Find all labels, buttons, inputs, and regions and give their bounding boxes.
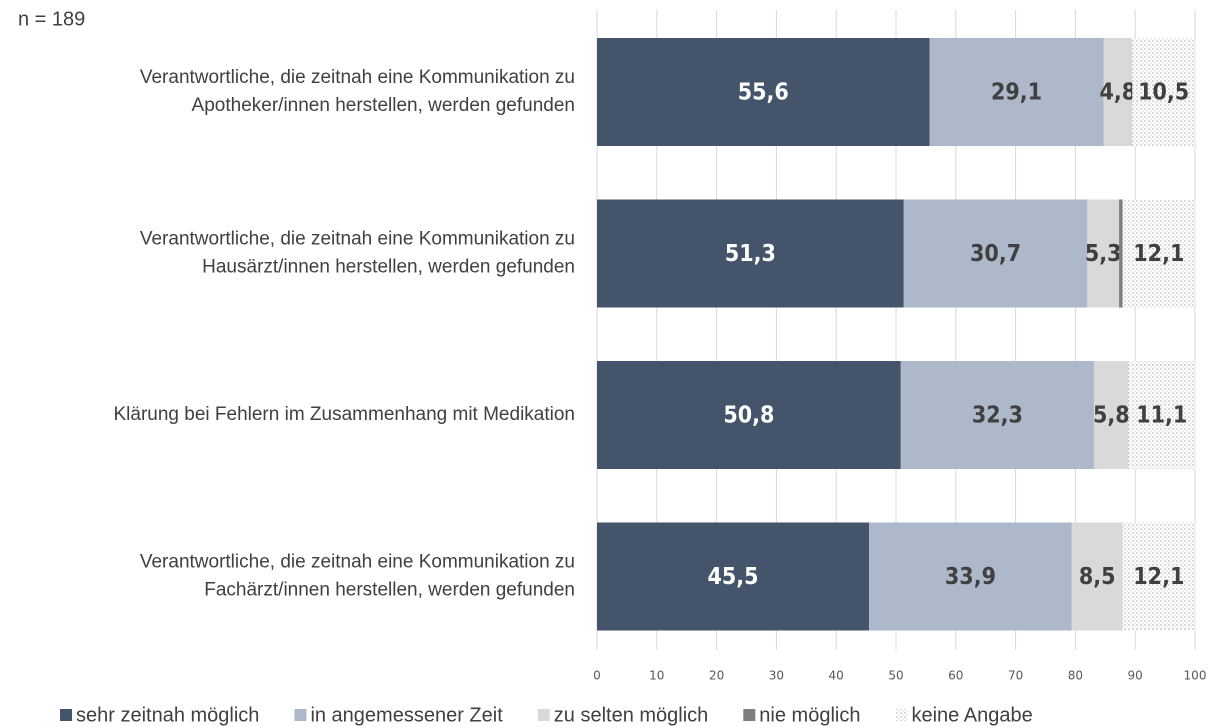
bar-segment [1103, 38, 1133, 146]
data-label: 12,1 [1133, 564, 1184, 590]
data-label: 29,1 [991, 80, 1042, 106]
x-tick-label: 40 [829, 669, 844, 683]
bar-segment [1093, 361, 1129, 469]
bar-segment [1132, 38, 1195, 146]
category-label: Klärung bei Fehlern im Zusammenhang mit … [114, 404, 576, 425]
x-tick-label: 80 [1068, 669, 1083, 683]
bar-segment [1071, 522, 1123, 631]
x-tick-label: 70 [1008, 669, 1023, 683]
legend-marker [537, 709, 550, 721]
category-label: Apotheker/innen herstellen, werden gefun… [192, 95, 575, 116]
data-label: 5,8 [1093, 403, 1130, 429]
x-tick-label: 20 [709, 669, 724, 683]
bar-segment [929, 38, 1104, 146]
category-label: Verantwortliche, die zeitnah eine Kommun… [140, 552, 575, 573]
x-tick-label: 100 [1184, 669, 1207, 683]
legend-label: sehr zeitnah möglich [76, 704, 259, 726]
data-label: 4,8 [1100, 80, 1137, 106]
data-label: 30,7 [970, 241, 1021, 267]
data-label: 45,5 [708, 564, 759, 590]
bar-segment [597, 522, 870, 631]
legend-label: in angemessener Zeit [310, 704, 503, 726]
category-label: Verantwortliche, die zeitnah eine Kommun… [140, 67, 575, 88]
data-label: 5,3 [1085, 241, 1122, 267]
category-label: Hausärzt/innen herstellen, werden gefund… [202, 257, 575, 278]
data-label: 55,6 [738, 80, 789, 106]
bar-segment [597, 199, 904, 308]
bar-segment [597, 361, 901, 469]
legend-marker [60, 709, 72, 721]
legend-marker [294, 709, 307, 721]
subtitle: n = 189 [18, 8, 85, 30]
data-label: 11,1 [1136, 403, 1187, 429]
data-label: 32,3 [972, 403, 1023, 429]
legend-marker [895, 709, 908, 721]
x-tick-label: 50 [888, 669, 903, 683]
bar-segment [597, 38, 930, 146]
bar-segment [900, 361, 1094, 469]
bar-segment [1122, 199, 1195, 308]
data-label: 50,8 [723, 403, 774, 429]
bar-segment [1122, 522, 1195, 631]
x-tick-label: 0 [593, 669, 601, 683]
data-label: 10,5 [1138, 80, 1189, 106]
data-label: 33,9 [945, 564, 996, 590]
bar-segment [1128, 361, 1195, 469]
x-tick-label: 10 [649, 669, 664, 683]
legend-marker [743, 709, 756, 721]
bar-segment [1087, 199, 1120, 308]
legend-label: keine Angabe [911, 704, 1032, 726]
bar-segment [1119, 199, 1123, 308]
data-label: 8,5 [1079, 564, 1116, 590]
category-label: Fachärzt/innen herstellen, werden gefund… [204, 580, 575, 601]
x-tick-label: 60 [948, 669, 963, 683]
x-tick-label: 90 [1128, 669, 1143, 683]
data-label: 51,3 [725, 241, 776, 267]
bar-segment [869, 522, 1072, 631]
legend-label: zu selten möglich [554, 704, 709, 726]
category-label: Verantwortliche, die zeitnah eine Kommun… [140, 229, 575, 250]
x-tick-label: 30 [769, 669, 784, 683]
data-label: 12,1 [1133, 241, 1184, 267]
bar-segment [903, 199, 1088, 308]
legend-label: nie möglich [759, 704, 860, 726]
